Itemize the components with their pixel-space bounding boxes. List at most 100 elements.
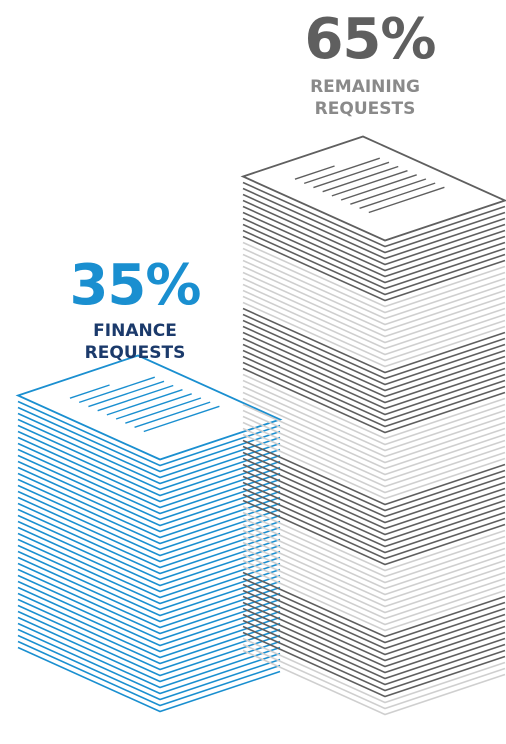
sheet-edge <box>242 181 506 248</box>
sheet-edge <box>242 205 506 272</box>
sheet-edge <box>242 625 506 692</box>
sheet-edge <box>242 457 506 524</box>
sheet-edge <box>242 577 506 644</box>
text-line <box>350 178 427 205</box>
sheet-edge <box>242 433 506 500</box>
sheet-edge <box>242 571 506 638</box>
text-line <box>69 384 110 399</box>
sheet-edge <box>242 235 506 302</box>
sheet-edge <box>242 373 506 440</box>
sheet-edge <box>242 187 506 254</box>
sheet-edge <box>242 421 506 488</box>
sheet-edge <box>242 307 506 374</box>
sheet-edge <box>242 547 506 614</box>
text-line <box>106 388 183 416</box>
sheet-edge <box>242 487 506 554</box>
sheet-edge <box>17 442 281 509</box>
sheet-edge <box>242 271 506 338</box>
sheet-edge <box>17 436 281 503</box>
sheet-edge <box>17 538 281 605</box>
sheet-edge <box>17 598 281 665</box>
text-line <box>340 174 417 201</box>
sheet-edge <box>242 259 506 326</box>
text-line <box>88 380 165 408</box>
value-label: 65% <box>304 7 436 72</box>
text-line <box>331 169 408 197</box>
sheet-edge <box>17 634 281 701</box>
sheet-edge <box>242 613 506 680</box>
sheet-edge <box>242 511 506 578</box>
sheet-edge <box>242 439 506 506</box>
sheet-edge <box>17 478 281 545</box>
sheet-edge <box>242 217 506 284</box>
sheet-edge <box>242 385 506 452</box>
sheet-edge <box>17 454 281 521</box>
sheet-edge <box>242 241 506 308</box>
sheet-edge <box>242 403 506 470</box>
sheet-edge <box>242 481 506 548</box>
sheet-edge <box>17 448 281 515</box>
sheet-edge <box>242 367 506 434</box>
category-label: FINANCE REQUESTS <box>84 321 186 363</box>
sheet-edge <box>242 595 506 662</box>
sheet-edge <box>242 397 506 464</box>
text-line <box>368 186 445 214</box>
sheet-edge <box>17 622 281 689</box>
sheet-edge <box>242 193 506 260</box>
sheet-edge <box>242 415 506 482</box>
sheet-edge <box>242 337 506 404</box>
sheet-edge <box>242 277 506 344</box>
sheet-edge <box>242 637 506 704</box>
text-line <box>359 182 436 210</box>
paper-stack <box>240 135 506 716</box>
sheet-edge <box>17 406 281 473</box>
sheet-edge <box>17 628 281 695</box>
sheet-edge <box>242 541 506 608</box>
sheet-edge <box>17 586 281 653</box>
sheet-edge <box>242 583 506 650</box>
sheet-edge <box>242 253 506 320</box>
sheet-edge <box>17 424 281 491</box>
sheet-edge <box>17 616 281 683</box>
sheet-edge <box>242 505 506 572</box>
sheet-edge <box>242 427 506 494</box>
sheet-edge <box>242 517 506 584</box>
category-label: REMAINING REQUESTS <box>310 77 420 119</box>
sheet-edge <box>17 526 281 593</box>
text-line <box>303 157 381 185</box>
sheet-edge <box>242 379 506 446</box>
sheet-edge <box>242 529 506 596</box>
sheet-edge <box>17 562 281 629</box>
sheet-edge <box>17 604 281 671</box>
sheet-edge <box>17 640 281 707</box>
sheet-edge <box>242 349 506 416</box>
sheet-edge <box>242 559 506 626</box>
sheet-edge <box>17 418 281 485</box>
text-line <box>143 405 220 433</box>
sheet-edge <box>242 523 506 590</box>
sheet-edge <box>17 502 281 569</box>
sheet-edge <box>242 229 506 296</box>
sheet-edge <box>242 283 506 350</box>
sheet-edge <box>17 580 281 647</box>
sheet-edge <box>242 535 506 602</box>
sheet-edge <box>17 430 281 497</box>
sheet-edge <box>242 631 506 698</box>
sheet-edge <box>242 469 506 536</box>
sheet-edge <box>242 319 506 386</box>
sheet-edge <box>17 520 281 587</box>
sheet-edge <box>242 607 506 674</box>
sheet-edge <box>242 265 506 332</box>
sheet-edge <box>17 472 281 539</box>
sheet-edge <box>242 223 506 290</box>
sheet-edge <box>17 496 281 563</box>
sheet-edge <box>242 493 506 560</box>
sheet-edge <box>242 343 506 410</box>
sheet-edge <box>17 466 281 533</box>
sheet-edge <box>242 391 506 458</box>
paper-stack <box>15 354 283 713</box>
sheet-edge <box>17 550 281 617</box>
sheet-edge <box>242 649 506 716</box>
